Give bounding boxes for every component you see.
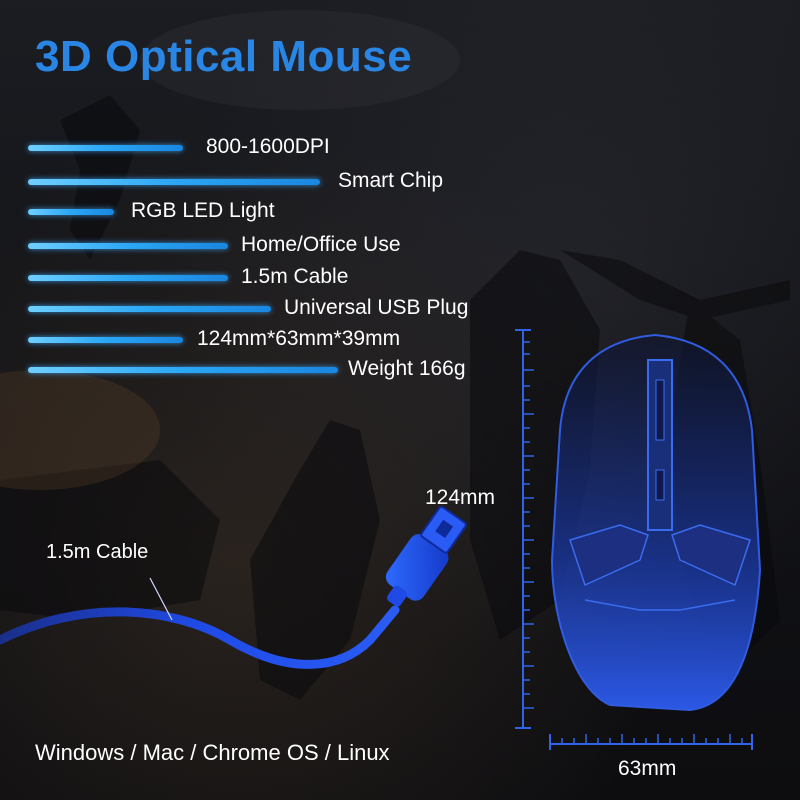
os-compatibility-text: Windows / Mac / Chrome OS / Linux: [35, 740, 390, 765]
feature-label: 1.5m Cable: [241, 265, 349, 288]
height-ruler: [515, 329, 534, 729]
feature-label: RGB LED Light: [131, 199, 275, 222]
cable-pointer-line: [149, 577, 173, 621]
feature-label: Weight 166g: [348, 357, 466, 380]
height-dimension-label: 124mm: [425, 486, 496, 509]
feature-bar: [28, 179, 320, 185]
feature-label: Universal USB Plug: [284, 296, 469, 319]
mouse-body: [550, 333, 762, 712]
feature-label: Smart Chip: [338, 169, 444, 192]
width-ruler: [549, 734, 753, 750]
feature-bar: [28, 306, 271, 312]
feature-bar: [28, 275, 228, 281]
feature-label: 124mm*63mm*39mm: [197, 327, 401, 350]
cable-wire: [0, 605, 400, 669]
usb-plug-icon: [385, 506, 467, 607]
feature-bar: [28, 243, 228, 249]
feature-bar: [28, 209, 114, 215]
cable-callout-label: 1.5m Cable: [46, 541, 149, 563]
page-title: 3D Optical Mouse: [35, 32, 413, 81]
feature-bar: [28, 145, 183, 151]
feature-label: 800-1600DPI: [206, 135, 330, 158]
feature-bar: [28, 367, 338, 373]
feature-label: Home/Office Use: [241, 233, 401, 256]
feature-bar: [28, 337, 183, 343]
width-dimension-label: 63mm: [618, 757, 677, 780]
